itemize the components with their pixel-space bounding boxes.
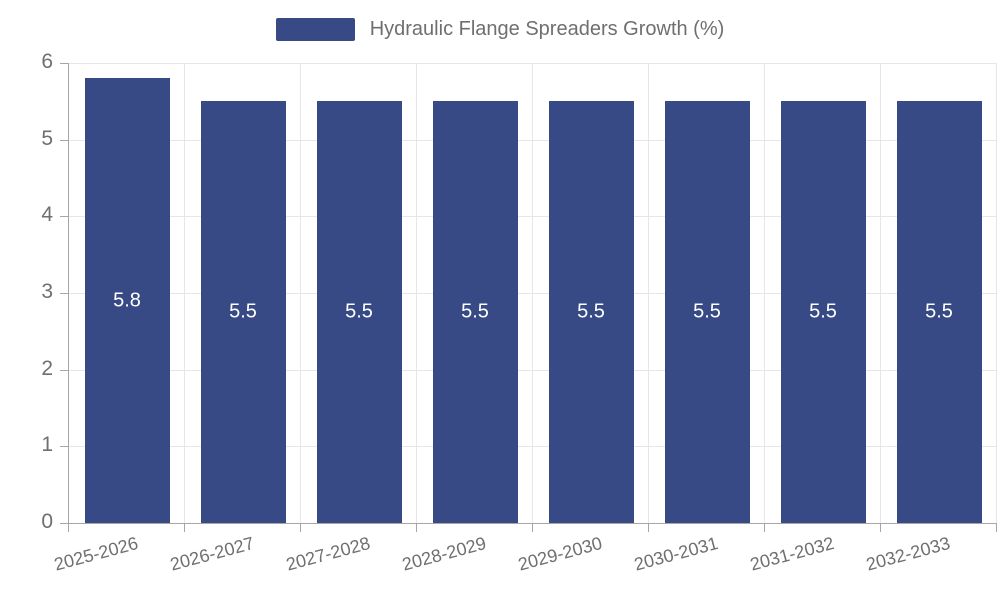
bar-value-label: 5.5 [809, 300, 837, 323]
bar-value-label: 5.5 [925, 300, 953, 323]
x-axis-tick [416, 524, 417, 532]
bar[interactable]: 5.5 [896, 101, 982, 523]
gridline-vertical [996, 63, 997, 523]
bar[interactable]: 5.5 [780, 101, 866, 523]
x-axis-category-label: 2026-2027 [167, 533, 257, 575]
legend-label: Hydraulic Flange Spreaders Growth (%) [369, 18, 725, 40]
x-axis-tick [184, 524, 185, 532]
x-axis-category-label: 2027-2028 [283, 533, 373, 575]
y-axis-tick [60, 293, 68, 294]
legend[interactable]: Hydraulic Flange Spreaders Growth (%) [0, 18, 1000, 41]
bar[interactable]: 5.8 [84, 78, 170, 523]
y-axis-tick-label: 2 [41, 356, 53, 380]
x-axis-tick [68, 524, 69, 532]
gridline-vertical [532, 63, 533, 523]
x-axis-tick [764, 524, 765, 532]
bar[interactable]: 5.5 [432, 101, 518, 523]
y-axis-tick [60, 216, 68, 218]
gridline-vertical [648, 63, 649, 523]
plot-area: 0 1 2 3 4 5 6 5.8 5.5 5.5 5.5 5.5 5.5 5.5 5.5 2025-2026… [41, 50, 997, 575]
x-axis-category-label: 2028-2029 [399, 533, 489, 575]
gridline-vertical [184, 63, 185, 523]
bar[interactable]: 5.5 [316, 101, 402, 523]
x-axis-tick [648, 524, 649, 532]
bar-value-label: 5.5 [693, 300, 721, 323]
gridline-vertical [300, 63, 301, 523]
gridline-horizontal [69, 139, 997, 141]
bar-value-label: 5.5 [577, 300, 605, 323]
y-axis-tick-label: 6 [41, 49, 53, 73]
x-axis-category-label: 2032-2033 [863, 533, 953, 575]
gridline-horizontal [69, 216, 997, 218]
x-axis-category-label: 2025-2026 [51, 533, 141, 575]
bar-value-label: 5.5 [345, 300, 373, 323]
bar[interactable]: 5.5 [664, 101, 750, 523]
x-axis-category-label: 2030-2031 [631, 533, 721, 575]
gridline-vertical [416, 63, 417, 523]
y-axis-tick-label: 4 [41, 203, 53, 227]
y-axis-tick-label: 1 [41, 433, 53, 457]
x-axis-tick [300, 524, 301, 532]
x-axis-category-label: 2031-2032 [747, 533, 837, 575]
y-axis-tick [60, 139, 68, 141]
gridline-horizontal [69, 369, 997, 371]
gridline-horizontal [69, 446, 997, 448]
y-axis-tick-label: 3 [41, 279, 53, 303]
bar-value-label: 5.5 [461, 300, 489, 323]
x-axis-tick [996, 524, 997, 532]
gridline-horizontal [69, 63, 997, 64]
gridline-vertical [764, 63, 765, 523]
x-axis-tick [532, 524, 533, 532]
bar-value-label: 5.8 [113, 289, 141, 312]
y-axis-tick [60, 369, 68, 371]
y-axis-tick [60, 63, 68, 64]
bar-value-label: 5.5 [229, 300, 257, 323]
x-axis-category-label: 2029-2030 [515, 533, 605, 575]
y-axis-tick-label: 5 [41, 126, 53, 150]
legend-swatch-icon [275, 18, 355, 41]
gridline-horizontal [69, 293, 997, 294]
x-axis-tick [880, 524, 881, 532]
bar[interactable]: 5.5 [200, 101, 286, 523]
gridline-vertical [880, 63, 881, 523]
y-axis-tick [60, 446, 68, 448]
y-axis-tick [60, 523, 68, 524]
y-axis-tick-label: 0 [41, 509, 53, 533]
bar[interactable]: 5.5 [548, 101, 634, 523]
